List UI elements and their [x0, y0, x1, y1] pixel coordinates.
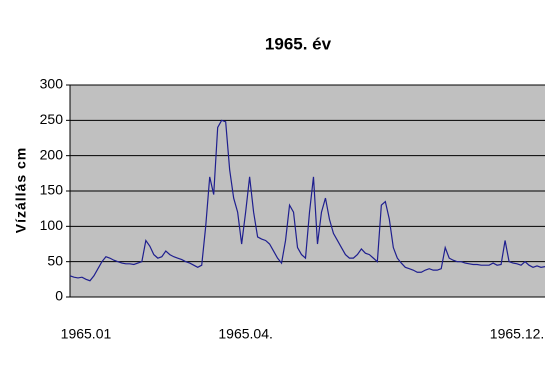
y-tick-label: 0 [55, 288, 63, 304]
y-tick-label: 100 [40, 217, 64, 233]
y-tick-label: 250 [40, 111, 64, 127]
x-tick-label: 1965.04. [218, 326, 273, 342]
x-tick-label: 1965.12. [490, 326, 545, 342]
x-tick-label: 1965.01 [61, 326, 112, 342]
y-tick-label: 200 [40, 146, 64, 162]
y-tick-label: 150 [40, 182, 64, 198]
y-tick-label: 300 [40, 76, 64, 92]
y-tick-label: 50 [47, 252, 63, 268]
data-line [69, 119, 546, 282]
chart-title: 1965. év [265, 34, 332, 53]
y-axis-label: Vízállás cm [13, 147, 29, 234]
